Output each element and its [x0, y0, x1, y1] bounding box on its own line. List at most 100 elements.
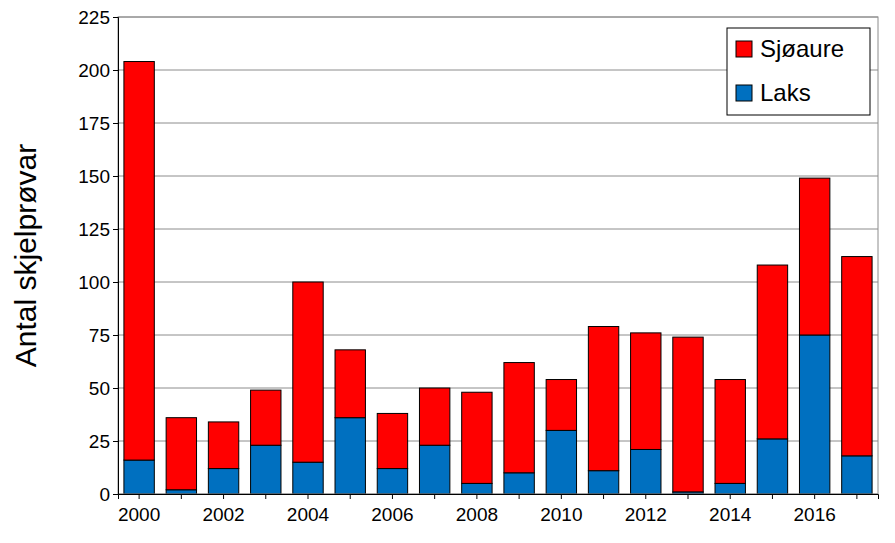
tick-mark — [645, 494, 646, 499]
tick — [603, 494, 604, 499]
tick-label: 2008 — [456, 504, 498, 525]
bars — [124, 62, 872, 494]
grid-line — [118, 229, 878, 230]
bar — [673, 337, 703, 492]
tick-mark — [113, 282, 118, 283]
tick-label: 75 — [89, 325, 110, 346]
tick — [434, 494, 435, 499]
tick: 175 — [78, 113, 118, 134]
tick-mark — [223, 494, 224, 499]
tick-label: 200 — [78, 60, 110, 81]
tick-mark — [392, 494, 393, 499]
bar — [799, 178, 829, 335]
tick: 125 — [78, 219, 118, 240]
tick-mark — [113, 176, 118, 177]
grid-line — [118, 123, 878, 124]
tick-label: 2000 — [118, 504, 160, 525]
bar — [335, 350, 365, 418]
axis-line — [119, 495, 879, 500]
bar — [251, 390, 281, 445]
plot-frame — [118, 17, 878, 494]
tick-label: 225 — [78, 7, 110, 28]
tick: 0 — [99, 484, 118, 505]
bar — [166, 418, 196, 490]
tick: 2000 — [118, 494, 160, 525]
tick: 225 — [78, 7, 118, 28]
bar — [546, 430, 576, 494]
bar — [757, 439, 787, 494]
bar — [631, 449, 661, 494]
tick: 2002 — [202, 494, 244, 525]
bar — [504, 363, 534, 473]
tick: 2010 — [540, 494, 582, 525]
tick: 75 — [89, 325, 118, 346]
tick — [181, 494, 182, 499]
tick-label: 100 — [78, 272, 110, 293]
bar — [504, 473, 534, 494]
tick — [856, 494, 857, 499]
tick-mark — [308, 494, 309, 499]
tick: 2016 — [794, 494, 836, 525]
tick — [772, 494, 773, 499]
tick — [519, 494, 520, 499]
bar — [124, 460, 154, 494]
tick-mark — [181, 494, 182, 499]
tick-mark — [113, 494, 118, 495]
bar — [335, 418, 365, 494]
tick-mark — [265, 494, 266, 499]
tick-label: 150 — [78, 166, 110, 187]
grid-line — [118, 176, 878, 177]
tick-mark — [113, 17, 118, 18]
bar — [124, 62, 154, 461]
tick-mark — [113, 123, 118, 124]
tick: 2014 — [709, 494, 752, 525]
bar — [166, 490, 196, 494]
bar — [419, 388, 449, 445]
y-axis: 0 25 50 75 100 125 150 175 200 225 — [78, 7, 118, 505]
bar — [546, 380, 576, 431]
tick: 50 — [89, 378, 118, 399]
tick-mark — [113, 335, 118, 336]
bar — [251, 445, 281, 494]
tick-mark — [476, 494, 477, 499]
tick-mark — [350, 494, 351, 499]
tick-label: 0 — [99, 484, 110, 505]
bar — [462, 392, 492, 483]
tick: 2008 — [456, 494, 498, 525]
tick: 200 — [78, 60, 118, 81]
tick: 2006 — [371, 494, 413, 525]
grid — [118, 17, 878, 494]
tick-mark — [113, 441, 118, 442]
tick-label: 2002 — [202, 504, 244, 525]
bar — [715, 483, 745, 494]
bar — [208, 422, 238, 469]
tick-mark — [772, 494, 773, 499]
bar — [588, 471, 618, 494]
bar — [631, 333, 661, 450]
tick-mark — [730, 494, 731, 499]
tick — [265, 494, 266, 499]
tick-label: 25 — [89, 431, 110, 452]
bar — [757, 265, 787, 439]
legend-label: Sjøaure — [760, 35, 844, 62]
tick-mark — [519, 494, 520, 499]
tick-mark — [814, 494, 815, 499]
tick: 2004 — [287, 494, 330, 525]
tick — [688, 494, 689, 499]
legend-label: Laks — [760, 79, 811, 106]
axis-line — [113, 18, 119, 495]
tick-mark — [603, 494, 604, 499]
bar — [208, 469, 238, 494]
tick-label: 2014 — [709, 504, 752, 525]
tick-mark — [113, 70, 118, 71]
bar — [377, 413, 407, 468]
legend-swatch — [736, 41, 752, 57]
y-axis-title: Antal skjelprøvar — [9, 144, 42, 367]
tick-mark — [113, 229, 118, 230]
bar — [419, 445, 449, 494]
tick-label: 125 — [78, 219, 110, 240]
tick-label: 175 — [78, 113, 110, 134]
tick: 150 — [78, 166, 118, 187]
legend: Sjøaure Laks — [727, 28, 870, 115]
bar — [799, 335, 829, 494]
